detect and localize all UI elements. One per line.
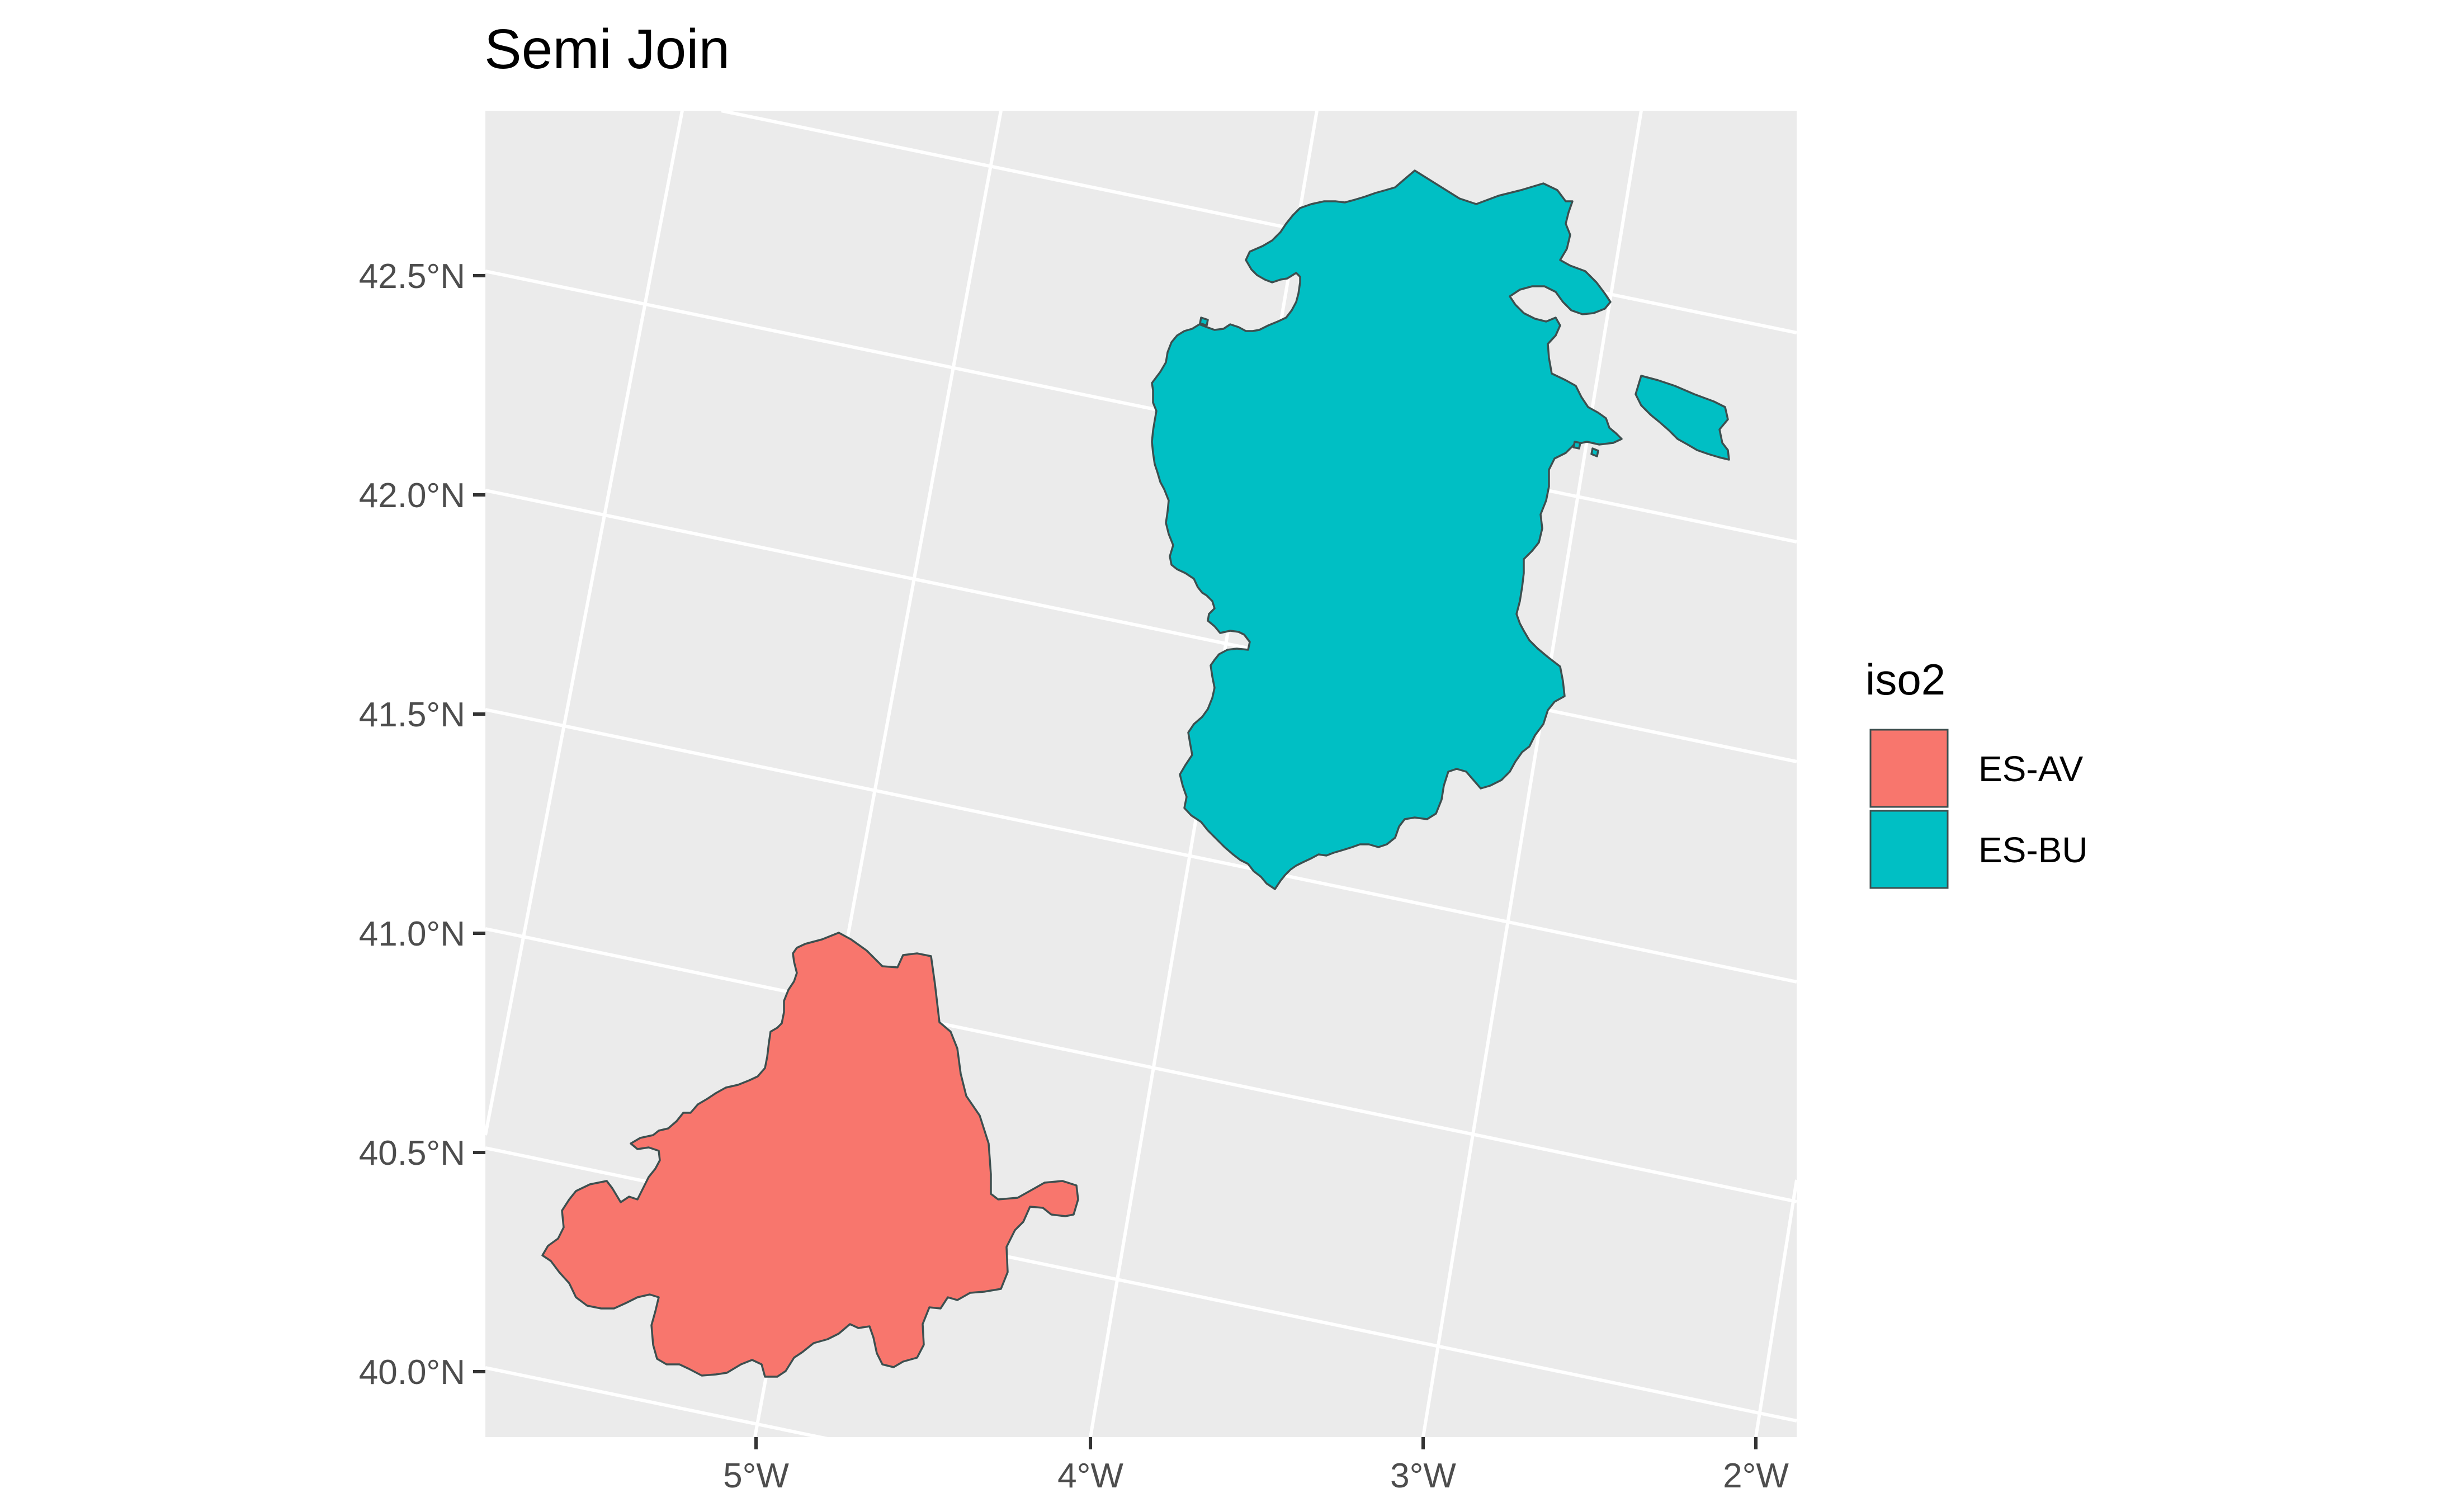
y-tick-label: 42.5°N xyxy=(359,257,465,296)
region-es-bu-islet-1 xyxy=(1199,316,1209,327)
y-tick-label: 41.5°N xyxy=(359,696,465,734)
legend-swatch-es-av xyxy=(1869,729,1949,808)
legend-label-es-bu: ES-BU xyxy=(1978,830,2088,870)
region-es-bu-islet-3 xyxy=(1590,447,1599,457)
x-tick-label: 5°W xyxy=(723,1457,789,1495)
legend-swatch-es-bu xyxy=(1869,810,1949,889)
y-axis: 42.5°N 42.0°N 41.5°N 41.0°N 40.5°N 40.0°… xyxy=(359,257,485,1392)
graticule-lat-42-0 xyxy=(485,489,1797,763)
y-tick-label: 40.0°N xyxy=(359,1353,465,1392)
y-tick-label: 42.0°N xyxy=(359,476,465,515)
graticule-lat-43-0 xyxy=(721,111,1797,334)
legend-label-es-av: ES-AV xyxy=(1978,749,2084,789)
region-es-bu[interactable] xyxy=(1151,169,1623,890)
legend: iso2 ES-AV ES-BU xyxy=(1865,655,2088,889)
graticule-lat-41-0 xyxy=(485,927,1797,1203)
legend-title: iso2 xyxy=(1865,655,1945,704)
graticule-lon-3 xyxy=(1421,111,1643,1437)
graticule-lon-5 xyxy=(485,111,684,1136)
graticule-lat-40-0 xyxy=(485,1366,828,1437)
x-axis: 5°W 4°W 3°W 2°W xyxy=(723,1437,1789,1495)
y-tick-label: 40.5°N xyxy=(359,1134,465,1173)
graticule-lat-41-5 xyxy=(485,708,1797,984)
region-es-av[interactable] xyxy=(541,932,1079,1378)
region-es-bu-exclave[interactable] xyxy=(1635,375,1730,461)
x-tick-label: 3°W xyxy=(1390,1457,1456,1495)
y-tick-label: 41.0°N xyxy=(359,915,465,953)
x-tick-label: 2°W xyxy=(1723,1457,1789,1495)
chart-title: Semi Join xyxy=(484,18,730,81)
graticule-lon-2 xyxy=(1754,1179,1797,1437)
regions xyxy=(541,169,1730,1378)
x-tick-label: 4°W xyxy=(1057,1457,1123,1495)
region-es-bu-islet-2 xyxy=(1572,441,1581,450)
